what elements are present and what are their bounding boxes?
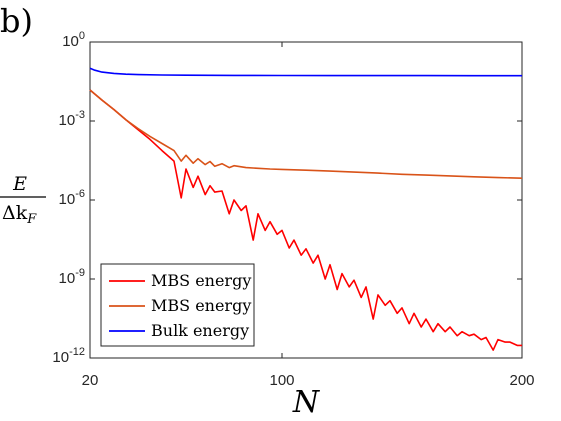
legend-label: MBS energy xyxy=(151,296,251,315)
y-axis-label-numerator: E xyxy=(12,173,27,195)
y-axis-label: E ΔkF xyxy=(0,173,46,227)
legend: MBS energy MBS energy Bulk energy xyxy=(100,263,255,347)
legend-label: MBS energy xyxy=(151,271,251,290)
x-tick-label: 20 xyxy=(82,372,99,389)
y-axis-label-denominator: ΔkF xyxy=(2,202,37,227)
y-tick-label: 10-6 xyxy=(59,188,85,208)
legend-label: Bulk energy xyxy=(151,321,249,340)
y-tick-label: 100 xyxy=(62,30,85,50)
y-tick-label: 10-12 xyxy=(52,346,85,366)
legend-box xyxy=(100,263,255,347)
mbs-energy-red-line xyxy=(89,89,522,351)
bulk-energy-line xyxy=(89,67,522,77)
series-layer xyxy=(89,67,523,351)
mbs-energy-orange-line xyxy=(89,89,523,179)
y-axis: 100 10-3 10-6 10-9 10-12 xyxy=(52,30,522,366)
panel-label: b) xyxy=(0,2,33,40)
x-axis-label: N xyxy=(292,385,321,420)
x-tick-label: 200 xyxy=(509,372,534,389)
y-tick-label: 10-9 xyxy=(59,267,85,287)
x-tick-label: 100 xyxy=(269,372,294,389)
x-axis: 20 100 200 xyxy=(82,42,535,389)
y-tick-label: 10-3 xyxy=(59,109,85,129)
